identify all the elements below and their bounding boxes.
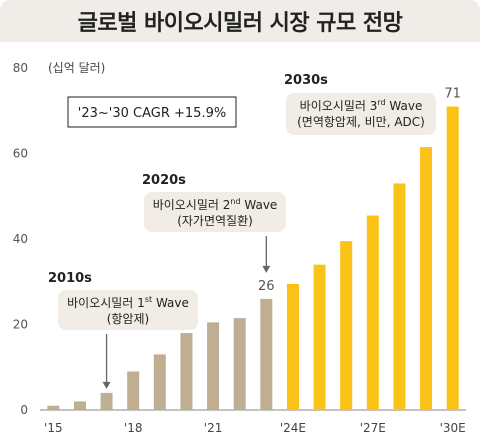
wave-title: 바이오시밀러 2nd Wave <box>153 197 278 212</box>
x-axis: '15 '18 '21 '24E '27E '30E <box>44 421 466 435</box>
wave-title: 바이오시밀러 3rd Wave <box>300 98 423 113</box>
wave-decade-label: 2020s <box>142 173 186 188</box>
y-tick-label: 60 <box>13 147 28 161</box>
x-tick-label: '27E <box>360 421 386 435</box>
bar-23 <box>260 298 273 410</box>
bar-18 <box>127 371 140 410</box>
unit-label: (십억 달러) <box>48 61 105 75</box>
x-tick-label: '18 <box>124 421 143 435</box>
wave-decade-label: 2030s <box>284 73 328 88</box>
x-tick-label: '24E <box>280 421 306 435</box>
data-label: 26 <box>258 279 275 294</box>
bar-19 <box>153 354 166 410</box>
chart-title: 글로벌 바이오시밀러 시장 규모 전망 <box>77 11 403 36</box>
title-bar: 글로벌 바이오시밀러 시장 규모 전망 <box>0 0 480 42</box>
wave-annotation: 2010s 바이오시밀러 1st Wave (항암제) <box>48 271 198 389</box>
wave-box <box>58 290 198 330</box>
y-tick-label: 80 <box>13 61 28 75</box>
wave-decade-label: 2010s <box>48 271 92 286</box>
bar-24E <box>286 283 299 410</box>
wave-subtitle: (면역항암제, 비만, ADC) <box>297 115 425 129</box>
wave-box <box>144 192 286 232</box>
wave-box <box>286 93 436 135</box>
y-axis: 0 20 40 60 80 <box>13 61 28 417</box>
wave-annotations: 2010s 바이오시밀러 1st Wave (항암제) 2020s 바이오시밀러 2nd… <box>48 73 436 389</box>
bar-16 <box>73 401 86 410</box>
wave-subtitle: (자가면역질환) <box>177 214 253 228</box>
y-tick-label: 40 <box>13 232 28 246</box>
data-label: 71 <box>444 86 461 101</box>
x-tick-label: '30E <box>440 421 466 435</box>
bar-29E <box>420 147 433 410</box>
bar-26E <box>340 241 353 410</box>
x-tick-label: '21 <box>204 421 223 435</box>
data-labels: 26 71 <box>258 86 461 293</box>
bar-28E <box>393 183 406 410</box>
x-tick-label: '15 <box>44 421 63 435</box>
bar-20 <box>180 333 193 410</box>
bars <box>47 106 459 410</box>
arrow-down-icon <box>262 265 271 273</box>
bar-27E <box>366 215 379 410</box>
cagr-text: '23~'30 CAGR +15.9% <box>78 106 226 121</box>
wave-annotation: 2030s 바이오시밀러 3rd Wave (면역항암제, 비만, ADC) <box>284 73 436 135</box>
bar-25E <box>313 264 326 410</box>
y-tick-label: 20 <box>13 318 28 332</box>
bar-15 <box>47 405 60 410</box>
bar-17 <box>100 392 113 410</box>
bar-21 <box>207 322 220 410</box>
cagr-box: '23~'30 CAGR +15.9% <box>67 96 237 128</box>
wave-annotation: 2020s 바이오시밀러 2nd Wave (자가면역질환) <box>142 173 286 273</box>
wave-title: 바이오시밀러 1st Wave <box>67 295 189 310</box>
bar-22 <box>233 318 246 410</box>
arrow-down-icon <box>102 381 111 389</box>
wave-subtitle: (항암제) <box>107 312 149 326</box>
bar-30E <box>446 106 459 410</box>
y-tick-label: 0 <box>20 403 28 417</box>
